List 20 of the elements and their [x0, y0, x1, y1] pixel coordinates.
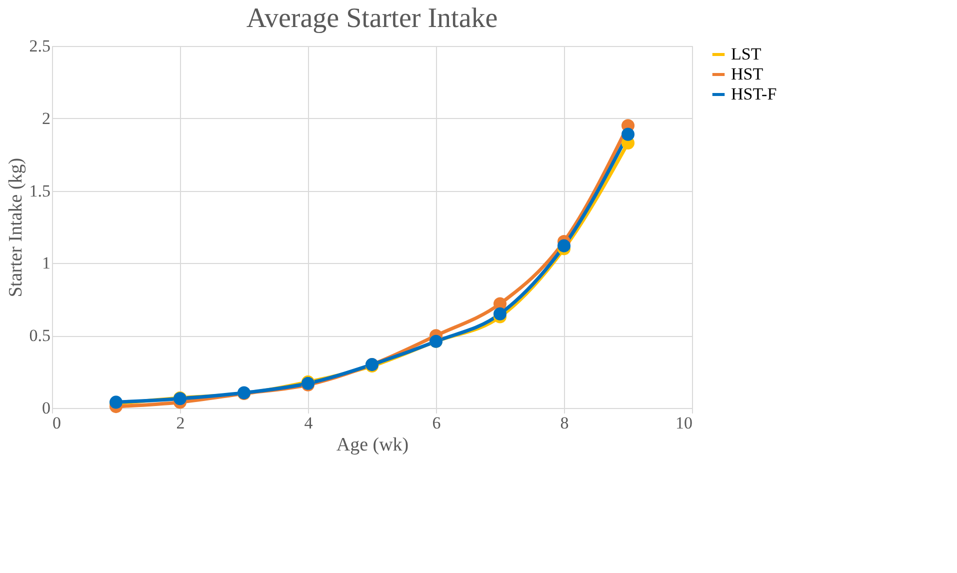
x-tick-label: 6: [432, 414, 441, 432]
legend-label: HST: [731, 64, 764, 84]
y-tick-label: 2.5: [29, 36, 50, 56]
x-tick-label: 4: [304, 414, 314, 432]
chart-title: Average Starter Intake: [246, 3, 498, 34]
point: [493, 307, 507, 320]
y-tick-label: 2: [42, 108, 50, 128]
legend-label: HST-F: [731, 84, 777, 104]
x-tick-label: 10: [676, 414, 692, 432]
point: [621, 128, 635, 141]
y-tick-label: 1.5: [29, 181, 50, 200]
y-tick-label: 1: [42, 254, 50, 273]
x-tick-label: 2: [176, 414, 185, 432]
x-tick-label: 8: [560, 414, 569, 432]
legend-label: LST: [731, 44, 762, 64]
y-tick-label: 0.5: [29, 326, 50, 346]
y-axis-title: Starter Intake (kg): [5, 158, 26, 298]
y-tick-label: 0: [42, 398, 50, 418]
point: [557, 239, 571, 252]
x-axis-title: Age (wk): [336, 434, 409, 456]
